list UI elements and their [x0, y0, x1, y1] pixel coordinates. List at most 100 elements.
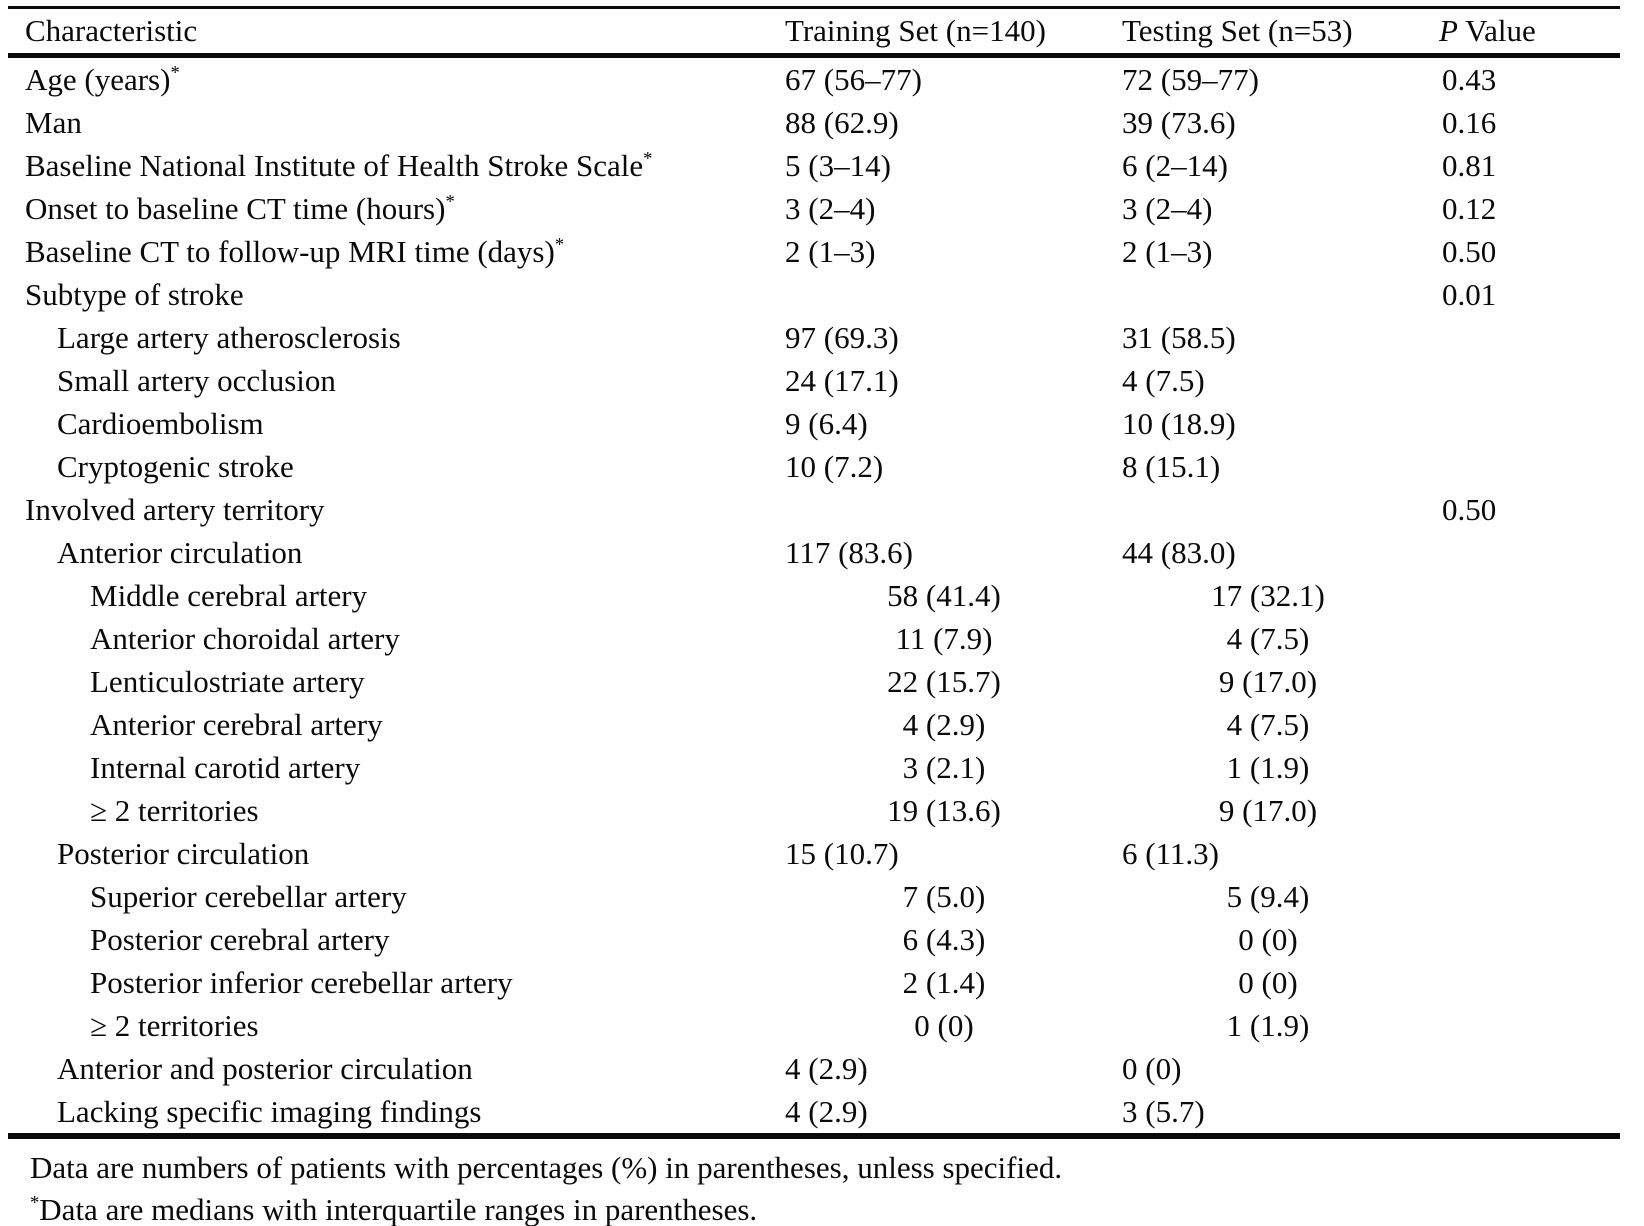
footnote-asterisk-marker: * — [30, 1192, 40, 1214]
p-value-cell: 0.81 — [1442, 147, 1497, 183]
characteristic-label: Posterior inferior cerebellar artery — [8, 961, 785, 1004]
testing-set-value: 1 (1.9) — [1226, 1007, 1310, 1043]
table-body: Age (years)* 67 (56–77) 72 (59–77) 0.43 Man 8… — [8, 56, 1620, 1137]
testing-set-value: 0 (0) — [1238, 964, 1298, 1000]
table-row: Baseline CT to follow-up MRI time (days)… — [8, 230, 1620, 273]
footnote-general-text: Data are numbers of patients with percen… — [30, 1150, 1063, 1185]
col-header-testing-set: Testing Set (n=53) — [1122, 13, 1353, 48]
testing-set-value — [1122, 488, 1439, 531]
characteristic-text: Posterior circulation — [57, 835, 310, 871]
table-row: Posterior cerebral artery 6 (4.3) 0 (0) — [8, 918, 1620, 961]
testing-set-value: 44 (83.0) — [1122, 534, 1236, 570]
p-value-cell — [1439, 918, 1620, 961]
table-row: Middle cerebral artery 58 (41.4) 17 (32.1) — [8, 574, 1620, 617]
p-value-cell: 0.16 — [1442, 104, 1497, 140]
testing-set-value: 0 (0) — [1238, 921, 1298, 957]
table-row: Posterior inferior cerebellar artery 2 (1… — [8, 961, 1620, 1004]
characteristic-label: Baseline National Institute of Health St… — [8, 144, 785, 187]
testing-set-value: 31 (58.5) — [1122, 319, 1236, 355]
characteristic-text: Small artery occlusion — [57, 362, 336, 398]
characteristic-text: Middle cerebral artery — [90, 577, 368, 613]
characteristic-text: Baseline CT to follow-up MRI time (days) — [25, 233, 555, 269]
characteristic-label: ≥ 2 territories — [8, 1004, 785, 1047]
footnote-asterisk-text: Data are medians with interquartile rang… — [39, 1192, 758, 1226]
training-set-value: 2 (1–3) — [785, 233, 876, 269]
training-set-value: 3 (2.1) — [902, 749, 986, 785]
characteristic-text: Baseline National Institute of Health St… — [25, 147, 644, 183]
p-value-cell — [1439, 531, 1620, 574]
footnote-marker: * — [554, 234, 565, 256]
testing-set-value: 6 (11.3) — [1122, 835, 1219, 871]
footnote-marker: * — [445, 191, 455, 213]
training-set-value: 4 (2.9) — [902, 706, 986, 742]
p-value-cell: 0.50 — [1442, 233, 1497, 269]
p-value-cell — [1439, 875, 1620, 918]
characteristic-label: Small artery occlusion — [8, 359, 785, 402]
footnote-asterisk: *Data are medians with interquartile ran… — [30, 1189, 1644, 1226]
characteristic-label: Internal carotid artery — [8, 746, 785, 789]
p-value-cell — [1439, 703, 1620, 746]
characteristic-text: Age (years) — [25, 61, 171, 97]
footnote-marker: * — [643, 148, 653, 170]
testing-set-value: 9 (17.0) — [1218, 663, 1318, 699]
table-row: Anterior and posterior circulation 4 (2.9… — [8, 1047, 1620, 1090]
p-value-cell — [1439, 617, 1620, 660]
characteristic-text: Cryptogenic stroke — [57, 448, 294, 484]
p-value-cell — [1439, 316, 1620, 359]
table-row: ≥ 2 territories 0 (0) 1 (1.9) — [8, 1004, 1620, 1047]
characteristic-label: Cardioembolism — [8, 402, 785, 445]
characteristic-text: Superior cerebellar artery — [90, 878, 407, 914]
characteristic-text: Anterior cerebral artery — [90, 706, 383, 742]
testing-set-value: 4 (7.5) — [1122, 362, 1205, 398]
characteristic-text: Involved artery territory — [25, 491, 325, 527]
table-row: Involved artery territory 0.50 — [8, 488, 1620, 531]
testing-set-value — [1122, 273, 1439, 316]
table-row: Internal carotid artery 3 (2.1) 1 (1.9) — [8, 746, 1620, 789]
table-row: Anterior cerebral artery 4 (2.9) 4 (7.5) — [8, 703, 1620, 746]
table-row: Lenticulostriate artery 22 (15.7) 9 (17.0) — [8, 660, 1620, 703]
training-set-value: 22 (15.7) — [887, 663, 1001, 699]
characteristic-text: Anterior choroidal artery — [90, 620, 400, 656]
p-value-cell — [1439, 1090, 1620, 1136]
testing-set-value: 4 (7.5) — [1226, 706, 1310, 742]
testing-set-value: 17 (32.1) — [1211, 577, 1325, 613]
training-set-value: 11 (7.9) — [895, 620, 993, 656]
characteristic-label: Posterior cerebral artery — [8, 918, 785, 961]
p-value-cell — [1439, 359, 1620, 402]
testing-set-value: 2 (1–3) — [1122, 233, 1213, 269]
training-set-value: 67 (56–77) — [785, 61, 922, 97]
training-set-value: 4 (2.9) — [785, 1093, 868, 1129]
characteristic-label: Anterior choroidal artery — [8, 617, 785, 660]
training-set-value — [785, 273, 1122, 316]
col-header-characteristic: Characteristic — [25, 13, 198, 48]
characteristic-label: Anterior circulation — [8, 531, 785, 574]
training-set-value: 7 (5.0) — [902, 878, 986, 914]
table-row: Baseline National Institute of Health St… — [8, 144, 1620, 187]
characteristic-text: Onset to baseline CT time (hours) — [25, 190, 446, 226]
p-value-cell: 0.12 — [1442, 190, 1497, 226]
col-header-training-set: Training Set (n=140) — [785, 13, 1046, 48]
characteristic-text: ≥ 2 territories — [90, 792, 259, 828]
testing-set-value: 1 (1.9) — [1226, 749, 1310, 785]
table-header: Characteristic Training Set (n=140) Test… — [8, 7, 1620, 56]
table-row: Subtype of stroke 0.01 — [8, 273, 1620, 316]
p-value-cell — [1439, 832, 1620, 875]
characteristic-text: ≥ 2 territories — [90, 1007, 259, 1043]
characteristic-text: Anterior and posterior circulation — [57, 1050, 473, 1086]
characteristic-text: Anterior circulation — [57, 534, 303, 570]
characteristic-label: Lacking specific imaging findings — [8, 1090, 785, 1136]
characteristic-label: Large artery atherosclerosis — [8, 316, 785, 359]
characteristic-text: Large artery atherosclerosis — [57, 319, 401, 355]
characteristic-label: Age (years)* — [8, 56, 785, 102]
p-value-cell — [1439, 746, 1620, 789]
p-value-cell: 0.43 — [1442, 61, 1497, 97]
testing-set-value: 9 (17.0) — [1218, 792, 1318, 828]
table-row: Man 88 (62.9) 39 (73.6) 0.16 — [8, 101, 1620, 144]
p-value-cell: 0.50 — [1442, 491, 1497, 527]
table-row: Onset to baseline CT time (hours)* 3 (2–4… — [8, 187, 1620, 230]
table-footnotes: Data are numbers of patients with percen… — [30, 1147, 1644, 1226]
characteristic-label: Anterior and posterior circulation — [8, 1047, 785, 1090]
characteristic-text: Lenticulostriate artery — [90, 663, 365, 699]
col-header-p-value: P Value — [1439, 8, 1620, 56]
